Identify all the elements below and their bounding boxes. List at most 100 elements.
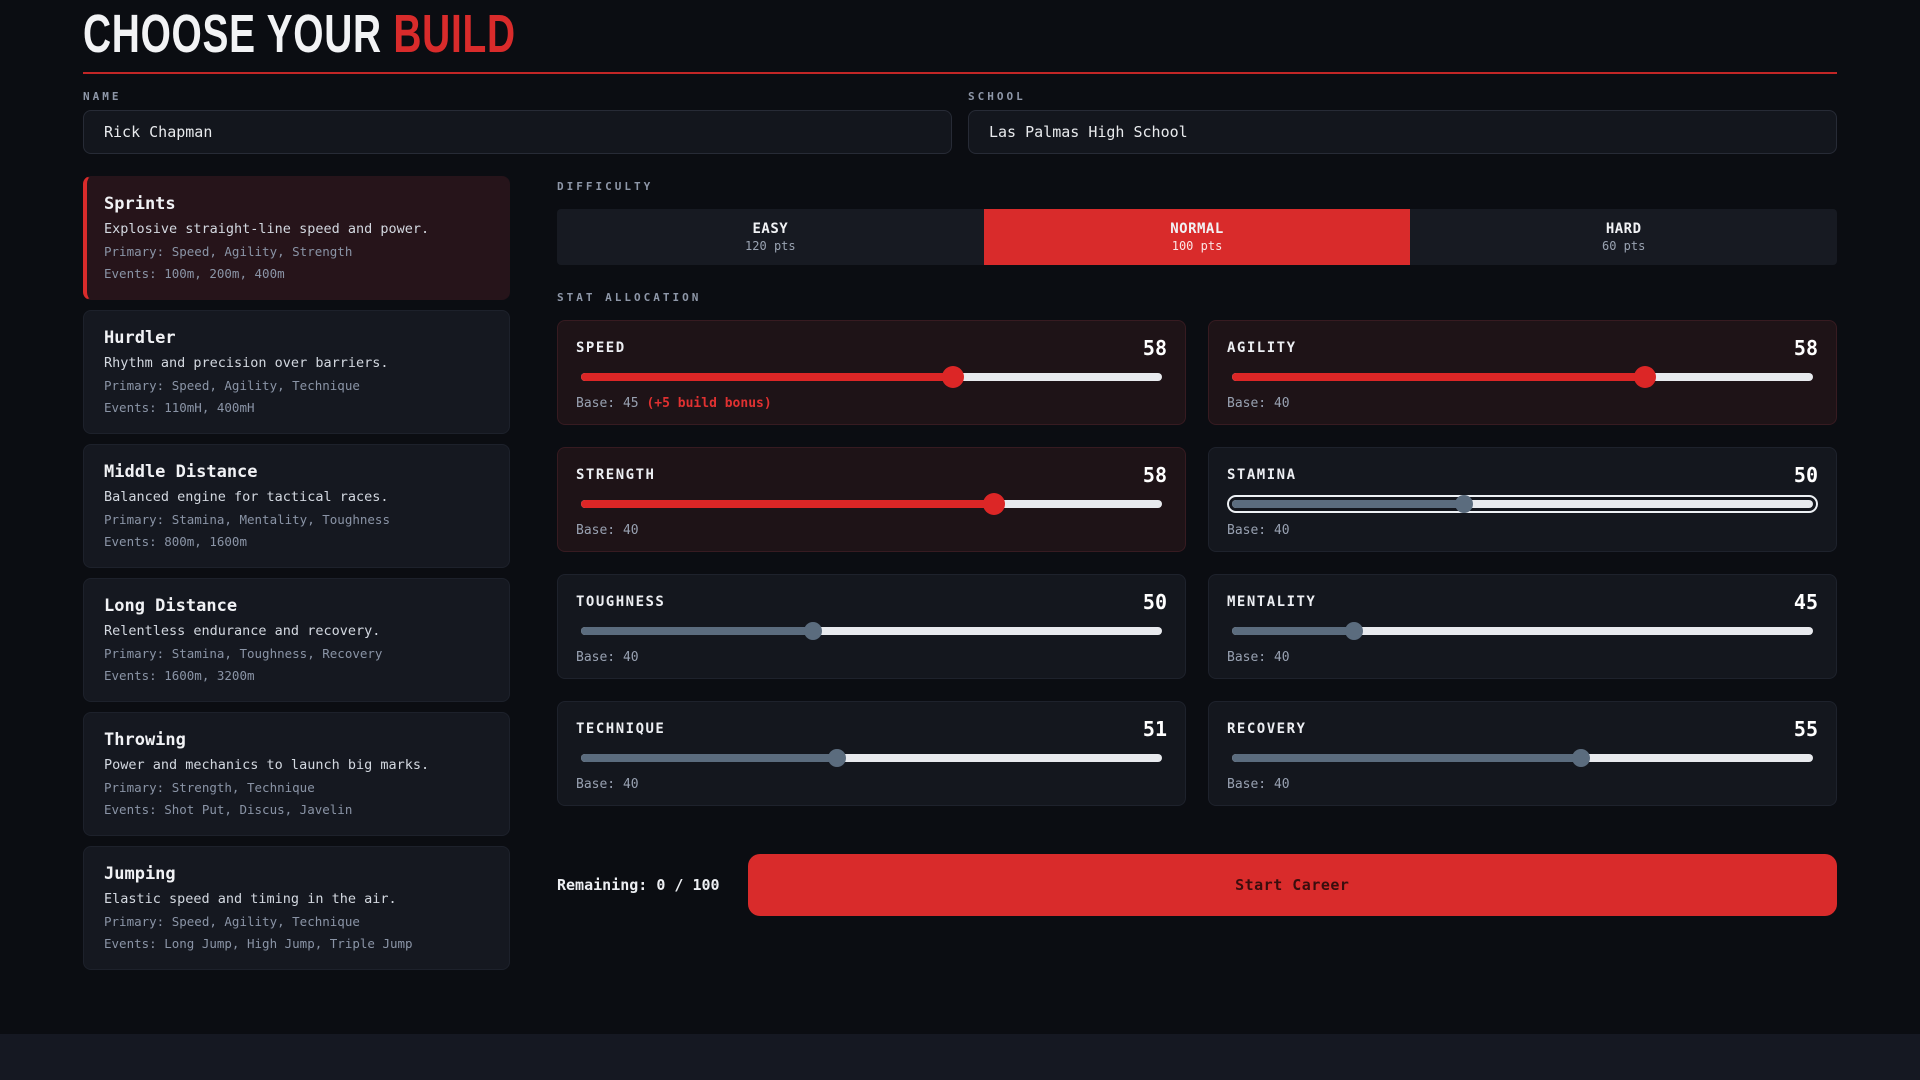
bottom-background-band xyxy=(0,1034,1920,1080)
school-input[interactable] xyxy=(968,109,1837,154)
stat-base: Base: 40 xyxy=(1227,649,1290,665)
stat-base: Base: 40 xyxy=(576,776,639,792)
name-field-group: NAME xyxy=(83,90,952,154)
stat-card-mentality: MENTALITY 45 Base: 40 xyxy=(1208,573,1837,679)
stat-label: STAMINA xyxy=(1227,466,1297,483)
build-primary-stats: Primary: Strength, Technique xyxy=(104,779,315,795)
build-events: Events: 100m, 200m, 400m xyxy=(104,265,285,281)
slider-thumb[interactable] xyxy=(1633,365,1656,388)
stat-value: 50 xyxy=(1793,462,1818,487)
stat-label: AGILITY xyxy=(1227,339,1297,356)
build-events: Events: 1600m, 3200m xyxy=(104,667,255,683)
difficulty-points: 120 pts xyxy=(745,238,796,253)
slider-thumb[interactable] xyxy=(982,492,1005,515)
build-events: Events: Shot Put, Discus, Javelin xyxy=(104,801,353,817)
stat-label: TECHNIQUE xyxy=(576,720,666,737)
stat-card-recovery: RECOVERY 55 Base: 40 xyxy=(1208,700,1837,806)
stat-value: 58 xyxy=(1142,335,1167,360)
stat-label: MENTALITY xyxy=(1227,593,1317,610)
stat-card-strength: STRENGTH 58 Base: 40 xyxy=(557,446,1186,552)
footer-bar: Remaining: 0 / 100 Start Career xyxy=(557,853,1837,916)
build-description: Power and mechanics to launch big marks. xyxy=(104,756,430,773)
speed-slider[interactable] xyxy=(576,365,1167,388)
build-title: Sprints xyxy=(104,193,176,214)
difficulty-option-hard[interactable]: HARD 60 pts xyxy=(1410,208,1837,265)
build-card-jumping[interactable]: Jumping Elastic speed and timing in the … xyxy=(83,845,510,970)
stat-bonus: (+5 build bonus) xyxy=(646,395,772,411)
build-card-sprints[interactable]: Sprints Explosive straight-line speed an… xyxy=(83,175,510,300)
slider-thumb[interactable] xyxy=(1345,621,1363,640)
slider-fill xyxy=(1232,626,1354,635)
config-panel: DIFFICULTY EASY 120 pts NORMAL 100 pts H… xyxy=(557,176,1837,980)
difficulty-name: HARD xyxy=(1605,220,1642,237)
stamina-slider[interactable] xyxy=(1227,494,1818,513)
difficulty-selector: EASY 120 pts NORMAL 100 pts HARD 60 pts xyxy=(557,208,1837,265)
slider-fill xyxy=(581,372,953,381)
stat-value: 58 xyxy=(1142,462,1167,487)
build-description: Relentless endurance and recovery. xyxy=(104,622,381,639)
build-description: Explosive straight-line speed and power. xyxy=(104,220,430,237)
slider-thumb[interactable] xyxy=(941,365,964,388)
name-input[interactable] xyxy=(83,109,952,154)
difficulty-option-easy[interactable]: EASY 120 pts xyxy=(557,208,984,265)
difficulty-name: EASY xyxy=(752,220,789,237)
title-accent: BUILD xyxy=(393,4,516,64)
stat-card-speed: SPEED 58 Base: 45 (+5 build bonus) xyxy=(557,319,1186,425)
build-title: Jumping xyxy=(104,863,176,884)
build-card-throwing[interactable]: Throwing Power and mechanics to launch b… xyxy=(83,711,510,836)
stat-card-technique: TECHNIQUE 51 Base: 40 xyxy=(557,700,1186,806)
build-title: Throwing xyxy=(104,729,186,750)
stat-allocation-label: STAT ALLOCATION xyxy=(557,290,702,304)
slider-thumb[interactable] xyxy=(827,748,846,767)
stat-base: Base: 40 xyxy=(1227,776,1290,792)
stat-label: STRENGTH xyxy=(576,466,656,483)
technique-slider[interactable] xyxy=(576,748,1167,767)
stat-base: Base: 40 xyxy=(1227,395,1290,411)
build-description: Rhythm and precision over barriers. xyxy=(104,354,389,371)
choose-build-page: CHOOSE YOUR BUILD NAME SCHOOL Sprints Ex… xyxy=(83,4,1837,980)
build-primary-stats: Primary: Stamina, Mentality, Toughness xyxy=(104,511,390,527)
build-primary-stats: Primary: Stamina, Toughness, Recovery xyxy=(104,645,383,661)
toughness-slider[interactable] xyxy=(576,621,1167,640)
build-card-middle-distance[interactable]: Middle Distance Balanced engine for tact… xyxy=(83,443,510,568)
stat-base: Base: 40 xyxy=(576,649,639,665)
difficulty-name: NORMAL xyxy=(1170,220,1224,237)
build-primary-stats: Primary: Speed, Agility, Strength xyxy=(104,243,353,259)
stat-card-stamina: STAMINA 50 Base: 40 xyxy=(1208,446,1837,552)
stat-card-agility: AGILITY 58 Base: 40 xyxy=(1208,319,1837,425)
slider-thumb[interactable] xyxy=(1455,494,1474,513)
stat-grid: SPEED 58 Base: 45 (+5 build bonus) AGILI… xyxy=(557,319,1837,806)
build-card-long-distance[interactable]: Long Distance Relentless endurance and r… xyxy=(83,577,510,702)
stat-value: 58 xyxy=(1793,335,1818,360)
stat-value: 51 xyxy=(1142,716,1167,741)
build-events: Events: 800m, 1600m xyxy=(104,533,247,549)
slider-thumb[interactable] xyxy=(804,621,823,640)
build-title: Middle Distance xyxy=(104,461,258,482)
slider-fill xyxy=(1232,372,1645,381)
build-description: Balanced engine for tactical races. xyxy=(104,488,389,505)
difficulty-option-normal[interactable]: NORMAL 100 pts xyxy=(983,208,1411,265)
build-events: Events: Long Jump, High Jump, Triple Jum… xyxy=(104,935,413,951)
title-prefix: CHOOSE YOUR xyxy=(83,4,394,64)
stat-base: Base: 45 xyxy=(576,395,639,411)
build-card-hurdler[interactable]: Hurdler Rhythm and precision over barrie… xyxy=(83,309,510,434)
stat-value: 55 xyxy=(1793,716,1818,741)
mentality-slider[interactable] xyxy=(1227,621,1818,640)
build-title: Hurdler xyxy=(104,327,176,348)
build-primary-stats: Primary: Speed, Agility, Technique xyxy=(104,377,360,393)
recovery-slider[interactable] xyxy=(1227,748,1818,767)
slider-fill xyxy=(581,626,814,635)
stat-label: TOUGHNESS xyxy=(576,593,666,610)
agility-slider[interactable] xyxy=(1227,365,1818,388)
slider-thumb[interactable] xyxy=(1571,748,1590,767)
stat-card-toughness: TOUGHNESS 50 Base: 40 xyxy=(557,573,1186,679)
start-career-button[interactable]: Start Career xyxy=(747,853,1837,916)
stat-label: RECOVERY xyxy=(1227,720,1307,737)
strength-slider[interactable] xyxy=(576,492,1167,515)
difficulty-points: 60 pts xyxy=(1602,238,1646,253)
school-field-group: SCHOOL xyxy=(968,90,1837,154)
stat-base: Base: 40 xyxy=(576,522,639,538)
slider-fill xyxy=(581,499,994,508)
slider-fill xyxy=(1232,753,1581,762)
build-events: Events: 110mH, 400mH xyxy=(104,399,255,415)
